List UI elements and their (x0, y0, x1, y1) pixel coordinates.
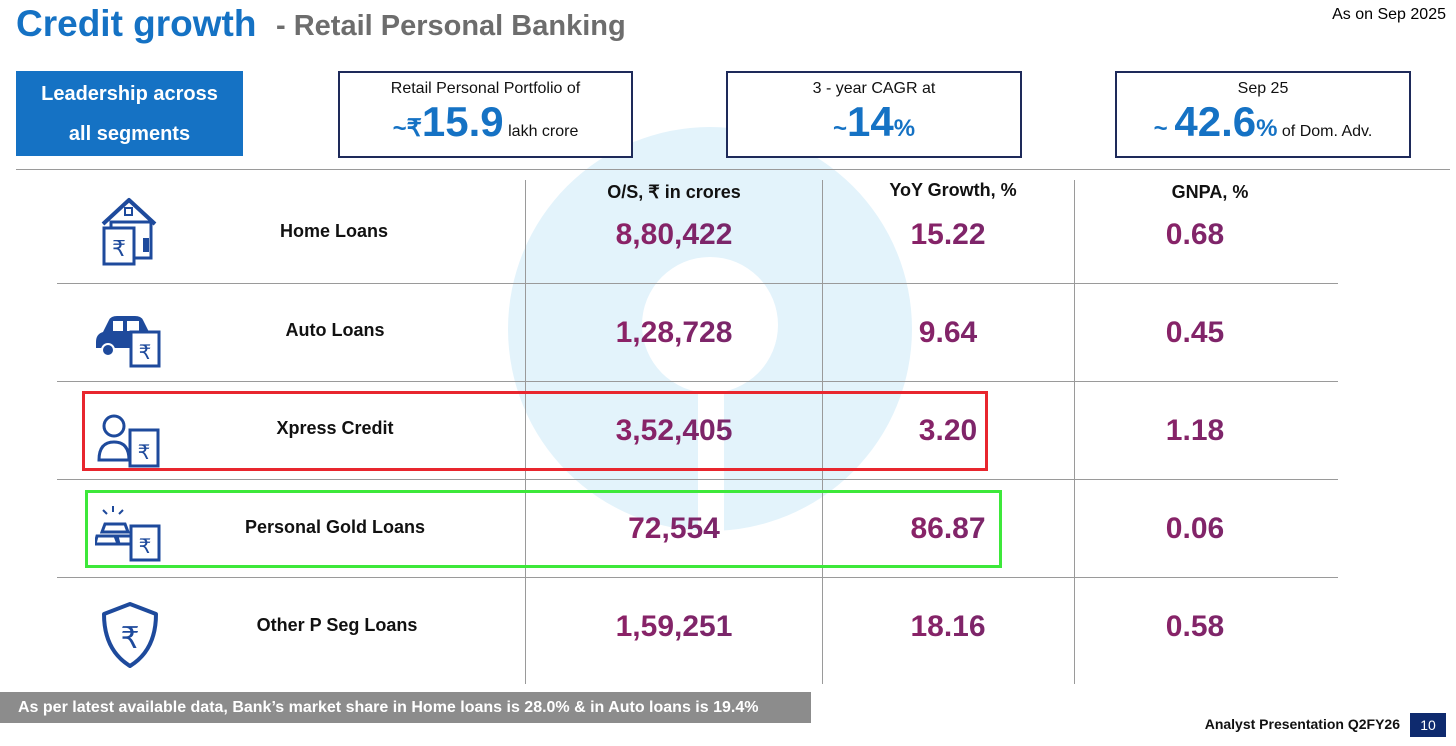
gold-loan-icon: ₹ (95, 506, 161, 562)
cell-os-other: 1,59,251 (526, 610, 822, 644)
row-divider (57, 381, 1338, 382)
kpi-value: 42.6 (1174, 98, 1257, 145)
row-label-auto-loans: Auto Loans (285, 320, 385, 340)
row-divider (57, 283, 1338, 284)
svg-text:₹: ₹ (139, 340, 152, 364)
highlight-box-green (85, 490, 1002, 568)
kpi-label: 3 - year CAGR at (812, 80, 936, 97)
kpi-suffix: of Dom. Adv. (1277, 123, 1373, 140)
kpi-prefix: ~ (1153, 115, 1175, 142)
cell-yoy-home: 15.22 (823, 218, 1073, 252)
svg-text:₹: ₹ (139, 534, 152, 558)
cell-os-xpress: 3,52,405 (526, 414, 822, 448)
column-divider (1074, 180, 1075, 684)
car-loan-icon: ₹ (96, 316, 161, 368)
kpi-suffix: lakh crore (503, 123, 579, 140)
cell-gnpa-home: 0.68 (1075, 218, 1315, 252)
leadership-badge: Leadership across all segments (16, 71, 243, 156)
cell-gnpa-auto: 0.45 (1075, 316, 1315, 350)
row-divider (57, 577, 1338, 578)
cell-gnpa-other: 0.58 (1075, 610, 1315, 644)
market-share-note: As per latest available data, Bank’s mar… (0, 692, 811, 723)
kpi-value: 14 (846, 98, 894, 145)
kpi-portfolio: Retail Personal Portfolio of ~₹15.9 lakh… (338, 71, 633, 158)
page-subtitle: - Retail Personal Banking (276, 10, 626, 42)
header-gnpa: GNPA, % (1171, 182, 1249, 202)
kpi-value: 15.9 (421, 98, 504, 145)
row-label-xpress-credit: Xpress Credit (276, 418, 394, 438)
kpi-label: Retail Personal Portfolio of (390, 80, 581, 97)
as-on-date: As on Sep 2025 (1332, 6, 1446, 23)
cell-gnpa-gold: 0.06 (1075, 512, 1315, 546)
column-divider (525, 180, 526, 684)
kpi-prefix: ~₹ (392, 115, 422, 142)
page-title: Credit growth (16, 3, 257, 44)
cell-os-gold: 72,554 (526, 512, 822, 546)
cell-os-auto: 1,28,728 (526, 316, 822, 350)
rupee-shield-icon: ₹ (102, 602, 158, 668)
kpi-prefix: ~ (832, 115, 847, 142)
kpi-unit: % (893, 115, 916, 142)
kpi-cagr: 3 - year CAGR at ~14% (726, 71, 1022, 158)
row-label-home-loans: Home Loans (279, 221, 389, 241)
page-number: 10 (1410, 713, 1446, 737)
home-loan-icon: ₹ (101, 198, 157, 266)
footer-presentation-name: Analyst Presentation Q2FY26 (1204, 716, 1400, 732)
watermark-logo (508, 127, 912, 532)
cell-yoy-auto: 9.64 (823, 316, 1073, 350)
leadership-line-2: all segments (68, 122, 191, 145)
kpi-share: Sep 25 ~ 42.6% of Dom. Adv. (1115, 71, 1411, 158)
kpi-label: Sep 25 (1237, 80, 1289, 97)
row-divider (57, 479, 1338, 480)
cell-os-home: 8,80,422 (526, 218, 822, 252)
header-outstanding: O/S, ₹ in crores (607, 182, 741, 202)
cell-gnpa-xpress: 1.18 (1075, 414, 1315, 448)
kpi-unit: % (1256, 115, 1278, 142)
header-yoy-growth: YoY Growth, % (889, 180, 1017, 200)
table-top-divider (16, 169, 1450, 170)
cell-yoy-other: 18.16 (823, 610, 1073, 644)
row-label-other-pseg: Other P Seg Loans (256, 615, 418, 635)
column-divider (822, 180, 823, 684)
leadership-line-1: Leadership across (41, 82, 218, 105)
cell-yoy-gold: 86.87 (823, 512, 1073, 546)
svg-text:₹: ₹ (138, 440, 151, 464)
row-label-gold-loans: Personal Gold Loans (244, 517, 426, 537)
svg-text:₹: ₹ (112, 237, 126, 262)
person-loan-icon: ₹ (97, 414, 160, 468)
highlight-box-red (82, 391, 988, 471)
svg-text:₹: ₹ (120, 621, 139, 656)
cell-yoy-xpress: 3.20 (823, 414, 1073, 448)
